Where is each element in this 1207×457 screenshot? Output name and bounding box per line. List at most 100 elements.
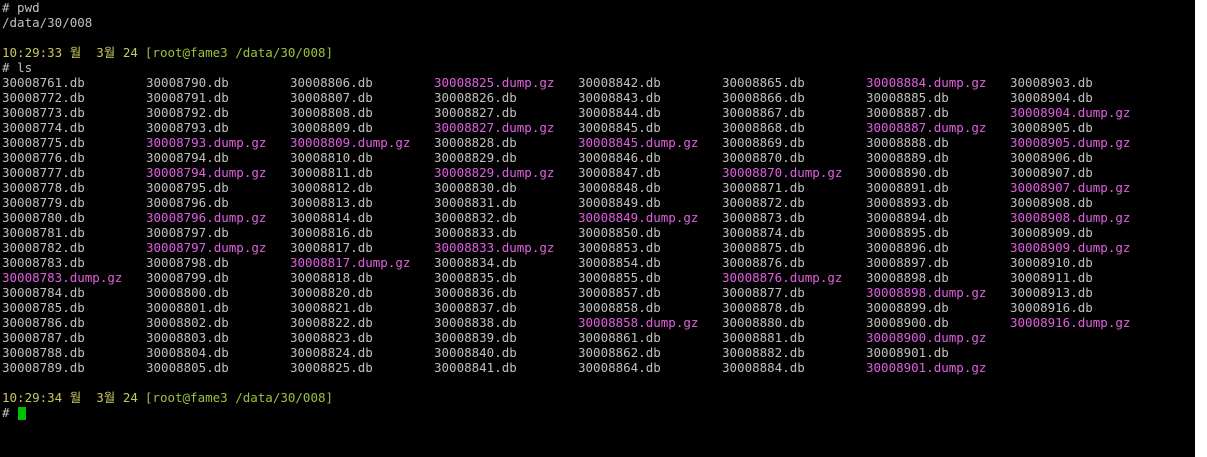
- archive-file: 30008797.dump.gz: [146, 240, 267, 255]
- file-name: 30008842.db: [578, 75, 661, 90]
- archive-file: 30008833.dump.gz: [434, 240, 555, 255]
- file-name: 30008887.db: [866, 105, 949, 120]
- file-name: 30008786.db: [2, 315, 85, 330]
- file-name: 30008848.db: [578, 180, 661, 195]
- archive-file: 30008876.dump.gz: [722, 270, 843, 285]
- file-name: 30008873.db: [722, 210, 805, 225]
- file-name: 30008835.db: [434, 270, 517, 285]
- file-name: 30008866.db: [722, 90, 805, 105]
- file-name: 30008876.db: [722, 255, 805, 270]
- archive-file: 30008909.dump.gz: [1010, 240, 1131, 255]
- file-name: 30008853.db: [578, 240, 661, 255]
- file-name: 30008777.db: [2, 165, 85, 180]
- file-name: 30008805.db: [146, 360, 229, 375]
- file-name: 30008787.db: [2, 330, 85, 345]
- file-name: 30008881.db: [722, 330, 805, 345]
- archive-file: 30008898.dump.gz: [866, 285, 987, 300]
- file-name: 30008825.db: [290, 360, 373, 375]
- archive-file: 30008900.dump.gz: [866, 330, 987, 345]
- archive-file: 30008916.dump.gz: [1010, 315, 1131, 330]
- file-name: 30008795.db: [146, 180, 229, 195]
- file-name: 30008839.db: [434, 330, 517, 345]
- file-name: 30008868.db: [722, 120, 805, 135]
- file-name: 30008772.db: [2, 90, 85, 105]
- terminal-line: /data/30/008: [2, 15, 93, 30]
- file-name: 30008785.db: [2, 300, 85, 315]
- archive-file: 30008794.dump.gz: [146, 165, 267, 180]
- file-name: 30008907.db: [1010, 165, 1093, 180]
- file-name: 30008904.db: [1010, 90, 1093, 105]
- file-name: 30008781.db: [2, 225, 85, 240]
- file-name: 30008896.db: [866, 240, 949, 255]
- file-name: 30008906.db: [1010, 150, 1093, 165]
- archive-file: 30008905.dump.gz: [1010, 135, 1131, 150]
- file-name: 30008821.db: [290, 300, 373, 315]
- archive-file: 30008907.dump.gz: [1010, 180, 1131, 195]
- file-name: 30008820.db: [290, 285, 373, 300]
- file-name: 30008864.db: [578, 360, 661, 375]
- file-name: 30008780.db: [2, 210, 85, 225]
- file-name: 30008869.db: [722, 135, 805, 150]
- file-name: 30008761.db: [2, 75, 85, 90]
- file-name: 30008816.db: [290, 225, 373, 240]
- file-name: 30008797.db: [146, 225, 229, 240]
- file-name: 30008889.db: [866, 150, 949, 165]
- file-name: 30008895.db: [866, 225, 949, 240]
- file-name: 30008790.db: [146, 75, 229, 90]
- file-name: 30008838.db: [434, 315, 517, 330]
- prompt-context: [root@fame3 /data/30/008]: [144, 45, 334, 60]
- file-name: 30008794.db: [146, 150, 229, 165]
- file-name: 30008897.db: [866, 255, 949, 270]
- file-name: 30008882.db: [722, 345, 805, 360]
- file-name: 30008890.db: [866, 165, 949, 180]
- archive-file: 30008904.dump.gz: [1010, 105, 1131, 120]
- file-name: 30008779.db: [2, 195, 85, 210]
- file-name: 30008845.db: [578, 120, 661, 135]
- file-name: 30008905.db: [1010, 120, 1093, 135]
- file-name: 30008803.db: [146, 330, 229, 345]
- file-name: 30008793.db: [146, 120, 229, 135]
- file-name: 30008854.db: [578, 255, 661, 270]
- file-name: 30008827.db: [434, 105, 517, 120]
- file-name: 30008908.db: [1010, 195, 1093, 210]
- file-name: 30008901.db: [866, 345, 949, 360]
- file-name: 30008791.db: [146, 90, 229, 105]
- file-name: 30008807.db: [290, 90, 373, 105]
- file-name: 30008865.db: [722, 75, 805, 90]
- file-name: 30008844.db: [578, 105, 661, 120]
- file-name: 30008911.db: [1010, 270, 1093, 285]
- file-name: 30008836.db: [434, 285, 517, 300]
- file-name: 30008829.db: [434, 150, 517, 165]
- file-name: 30008822.db: [290, 315, 373, 330]
- file-name: 30008841.db: [434, 360, 517, 375]
- file-name: 30008909.db: [1010, 225, 1093, 240]
- file-name: 30008830.db: [434, 180, 517, 195]
- archive-file: 30008858.dump.gz: [578, 315, 699, 330]
- file-name: 30008774.db: [2, 120, 85, 135]
- file-name: 30008782.db: [2, 240, 85, 255]
- file-name: 30008776.db: [2, 150, 85, 165]
- archive-file: 30008845.dump.gz: [578, 135, 699, 150]
- terminal-line: #: [2, 405, 10, 420]
- file-name: 30008837.db: [434, 300, 517, 315]
- file-name: 30008773.db: [2, 105, 85, 120]
- file-name: 30008858.db: [578, 300, 661, 315]
- file-name: 30008832.db: [434, 210, 517, 225]
- file-name: 30008809.db: [290, 120, 373, 135]
- file-name: 30008849.db: [578, 195, 661, 210]
- archive-file: 30008783.dump.gz: [2, 270, 123, 285]
- archive-file: 30008825.dump.gz: [434, 75, 555, 90]
- file-name: 30008789.db: [2, 360, 85, 375]
- file-name: 30008799.db: [146, 270, 229, 285]
- file-name: 30008810.db: [290, 150, 373, 165]
- file-name: 30008818.db: [290, 270, 373, 285]
- file-name: 30008872.db: [722, 195, 805, 210]
- file-name: 30008798.db: [146, 255, 229, 270]
- file-name: 30008828.db: [434, 135, 517, 150]
- file-name: 30008796.db: [146, 195, 229, 210]
- file-name: 30008874.db: [722, 225, 805, 240]
- cursor: [17, 407, 26, 420]
- file-name: 30008910.db: [1010, 255, 1093, 270]
- prompt-context: [root@fame3 /data/30/008]: [144, 390, 334, 405]
- file-name: 30008880.db: [722, 315, 805, 330]
